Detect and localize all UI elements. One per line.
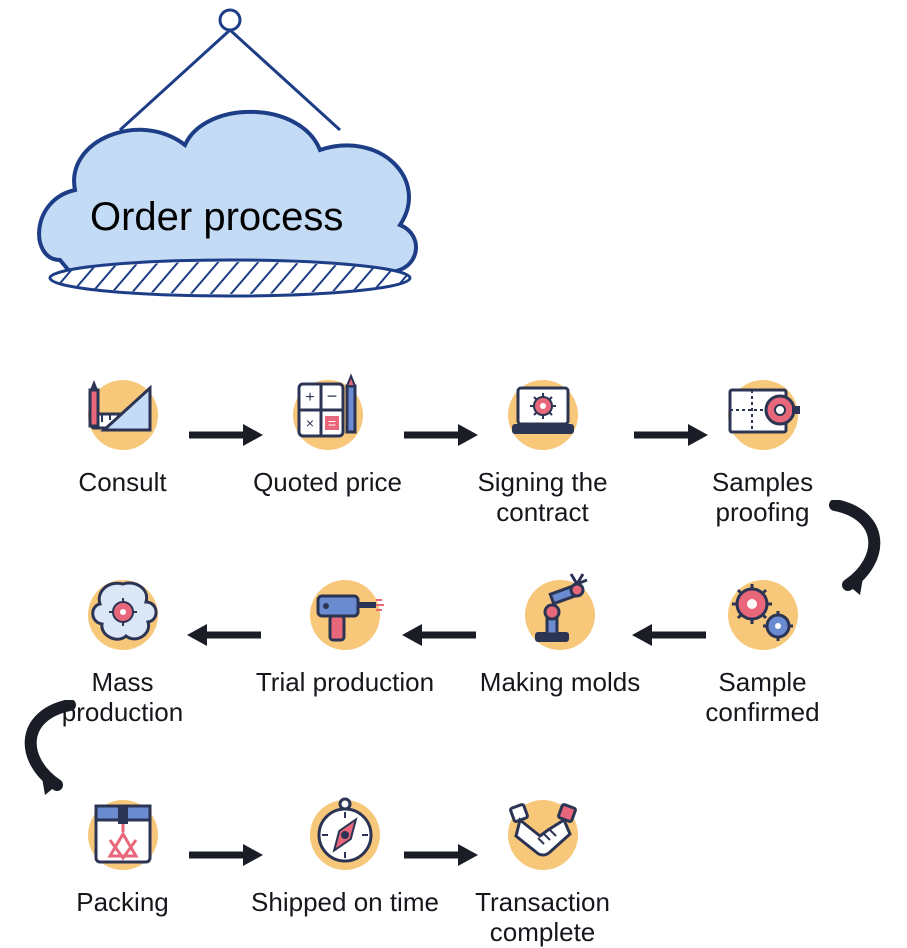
laptop-gear-icon [498, 370, 588, 460]
cloud-icon [20, 0, 440, 310]
brain-gear-icon [78, 570, 168, 660]
step-complete: Transactioncomplete [460, 790, 625, 948]
arrow-shipped-complete [400, 840, 480, 870]
step-label: Sampleconfirmed [680, 668, 845, 728]
arrow-samples-confirmed [820, 500, 900, 600]
step-label: Shipped on time [245, 888, 445, 918]
step-consult: Consult [40, 370, 205, 498]
blueprint-icon [718, 370, 808, 460]
step-packing: Packing [40, 790, 205, 918]
step-label: Quoted price [245, 468, 410, 498]
arrow-signing-samples [630, 420, 710, 450]
step-label: Making molds [460, 668, 660, 698]
page-title: Order process [90, 195, 343, 240]
header-cloud-sign: Order process [20, 0, 440, 310]
step-label: Packing [40, 888, 205, 918]
printer-box-icon [78, 790, 168, 880]
step-signing: Signing thecontract [460, 370, 625, 528]
drill-icon [300, 570, 390, 660]
step-quoted: Quoted price [245, 370, 410, 498]
step-label: Signing thecontract [460, 468, 625, 528]
arrow-trial-mass [185, 620, 265, 650]
compass-icon [300, 790, 390, 880]
step-label: Transactioncomplete [460, 888, 625, 948]
step-label: Trial production [245, 668, 445, 698]
arrow-mass-packing [5, 700, 85, 800]
arrow-confirmed-molds [630, 620, 710, 650]
arrow-quoted-signing [400, 420, 480, 450]
arrow-molds-trial [400, 620, 480, 650]
step-label: Consult [40, 468, 205, 498]
handshake-icon [498, 790, 588, 880]
gears-icon [718, 570, 808, 660]
robot-arm-icon [515, 570, 605, 660]
arrow-consult-quoted [185, 420, 265, 450]
arrow-packing-shipped [185, 840, 265, 870]
ruler-pencil-icon [78, 370, 168, 460]
calculator-icon [283, 370, 373, 460]
